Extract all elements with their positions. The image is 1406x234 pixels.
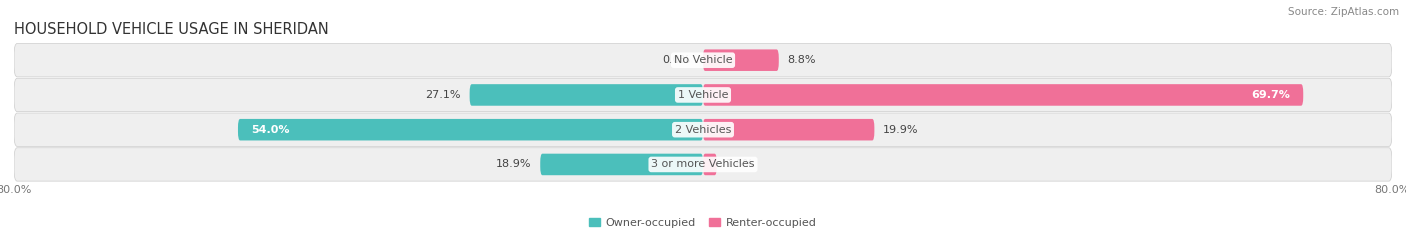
Text: 19.9%: 19.9%: [883, 125, 918, 135]
FancyBboxPatch shape: [703, 84, 1303, 106]
FancyBboxPatch shape: [703, 49, 779, 71]
FancyBboxPatch shape: [540, 154, 703, 175]
Text: 69.7%: 69.7%: [1251, 90, 1291, 100]
FancyBboxPatch shape: [14, 44, 1392, 77]
FancyBboxPatch shape: [238, 119, 703, 140]
FancyBboxPatch shape: [703, 154, 717, 175]
Text: 54.0%: 54.0%: [250, 125, 290, 135]
Text: 18.9%: 18.9%: [496, 159, 531, 169]
Legend: Owner-occupied, Renter-occupied: Owner-occupied, Renter-occupied: [585, 213, 821, 232]
Text: No Vehicle: No Vehicle: [673, 55, 733, 65]
FancyBboxPatch shape: [14, 113, 1392, 146]
FancyBboxPatch shape: [14, 148, 1392, 181]
Text: 1.6%: 1.6%: [725, 159, 754, 169]
Text: 8.8%: 8.8%: [787, 55, 815, 65]
Text: HOUSEHOLD VEHICLE USAGE IN SHERIDAN: HOUSEHOLD VEHICLE USAGE IN SHERIDAN: [14, 22, 329, 37]
Text: 0.0%: 0.0%: [662, 55, 690, 65]
Text: 3 or more Vehicles: 3 or more Vehicles: [651, 159, 755, 169]
Text: 2 Vehicles: 2 Vehicles: [675, 125, 731, 135]
FancyBboxPatch shape: [703, 119, 875, 140]
FancyBboxPatch shape: [14, 78, 1392, 112]
Text: Source: ZipAtlas.com: Source: ZipAtlas.com: [1288, 7, 1399, 17]
FancyBboxPatch shape: [470, 84, 703, 106]
Text: 1 Vehicle: 1 Vehicle: [678, 90, 728, 100]
Text: 27.1%: 27.1%: [426, 90, 461, 100]
